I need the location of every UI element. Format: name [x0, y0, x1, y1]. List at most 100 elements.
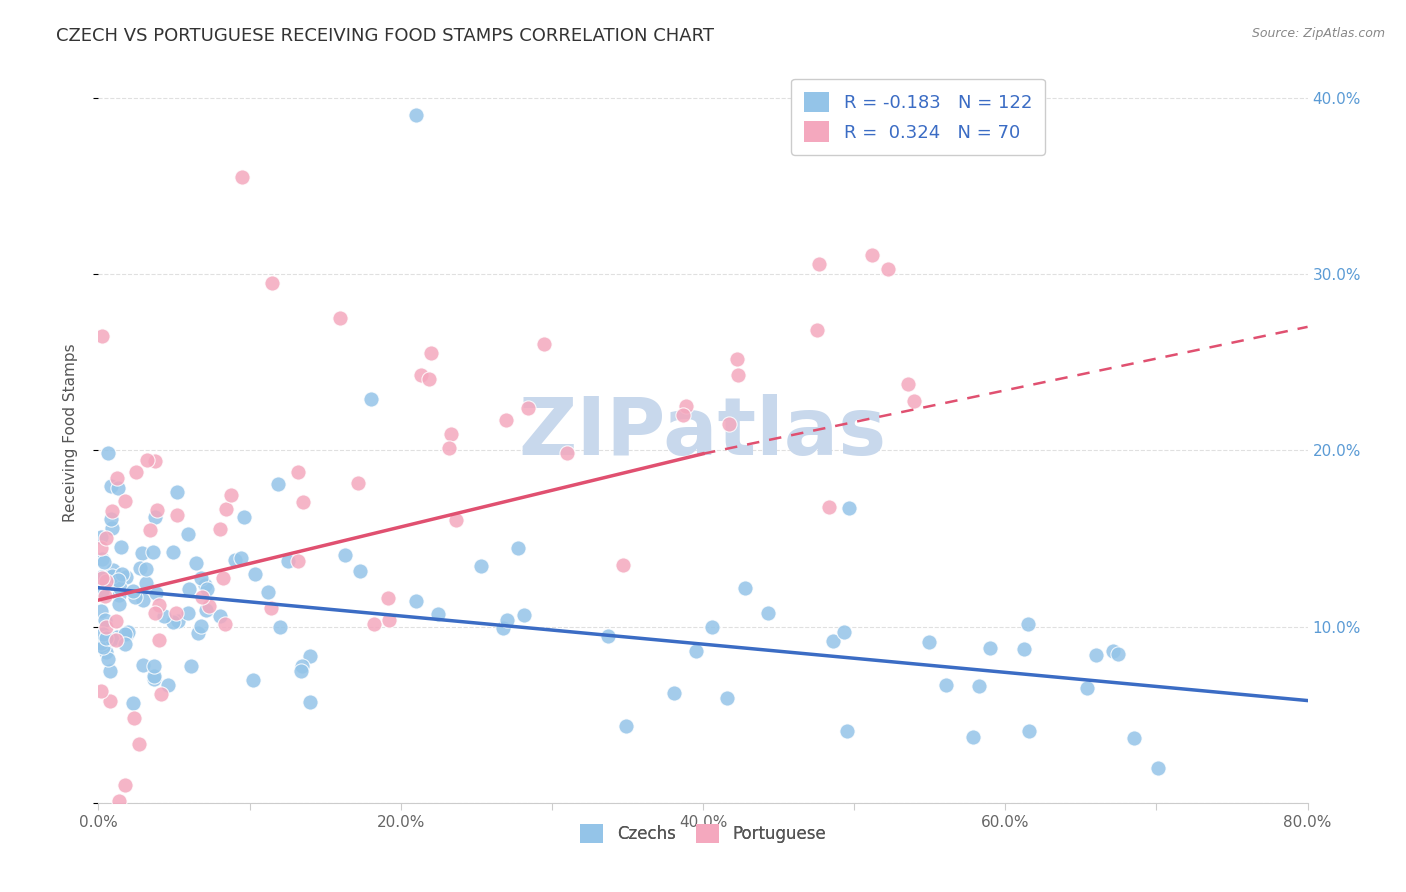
Point — [94, 619, 117, 633]
Point — [517, 401, 540, 415]
Point — [262, 276, 284, 290]
Point — [96, 446, 118, 460]
Point — [97, 652, 120, 666]
Point — [90, 684, 112, 698]
Point — [157, 678, 180, 692]
Point — [94, 531, 117, 545]
Point — [91, 640, 114, 654]
Point — [260, 600, 283, 615]
Point — [1017, 617, 1039, 632]
Point — [716, 690, 738, 705]
Point — [292, 495, 315, 509]
Point — [91, 584, 114, 599]
Point — [122, 711, 145, 725]
Point — [100, 568, 122, 582]
Point — [269, 620, 291, 634]
Point — [718, 417, 741, 431]
Point — [96, 645, 118, 659]
Point — [131, 546, 153, 560]
Point — [727, 368, 749, 382]
Point — [180, 658, 202, 673]
Point — [245, 567, 267, 582]
Point — [114, 493, 136, 508]
Point — [142, 659, 165, 673]
Point — [101, 563, 124, 577]
Point — [90, 604, 112, 618]
Point — [194, 577, 217, 591]
Point — [287, 554, 309, 568]
Point — [97, 570, 120, 584]
Point — [446, 513, 468, 527]
Point — [90, 636, 112, 650]
Point — [101, 632, 124, 646]
Point — [166, 508, 188, 523]
Point — [128, 737, 150, 751]
Point — [101, 503, 124, 517]
Point — [94, 631, 117, 645]
Point — [897, 376, 920, 391]
Point — [420, 346, 443, 360]
Point — [291, 659, 314, 673]
Point — [1085, 648, 1108, 663]
Point — [108, 588, 131, 602]
Point — [91, 328, 114, 343]
Point — [143, 669, 166, 683]
Point — [93, 613, 115, 627]
Point — [143, 453, 166, 467]
Point — [437, 441, 460, 455]
Point — [105, 614, 128, 628]
Point — [167, 614, 190, 628]
Point — [598, 628, 620, 642]
Point — [1014, 641, 1036, 656]
Text: ZIPatlas: ZIPatlas — [519, 393, 887, 472]
Point — [93, 589, 115, 603]
Point — [150, 687, 173, 701]
Point — [290, 664, 312, 678]
Point — [426, 607, 449, 622]
Point — [114, 637, 136, 651]
Point — [671, 408, 693, 422]
Point — [162, 615, 184, 629]
Point — [979, 640, 1001, 655]
Point — [347, 475, 370, 490]
Point — [108, 597, 131, 611]
Point — [817, 500, 839, 514]
Point — [107, 794, 129, 808]
Point — [214, 616, 236, 631]
Point — [533, 337, 555, 351]
Point — [440, 427, 463, 442]
Point — [1146, 761, 1168, 775]
Point — [132, 592, 155, 607]
Point — [360, 392, 382, 407]
Point — [231, 550, 253, 565]
Point — [418, 372, 440, 386]
Point — [132, 657, 155, 672]
Point — [90, 571, 112, 585]
Point — [166, 484, 188, 499]
Point — [555, 446, 578, 460]
Text: Source: ZipAtlas.com: Source: ZipAtlas.com — [1251, 27, 1385, 40]
Point — [662, 686, 685, 700]
Point — [903, 394, 925, 409]
Point — [231, 169, 253, 184]
Point — [91, 551, 114, 566]
Point — [186, 557, 208, 571]
Point — [349, 564, 371, 578]
Point — [90, 636, 112, 650]
Point — [105, 630, 128, 644]
Point — [377, 591, 399, 605]
Point — [877, 261, 900, 276]
Point — [94, 574, 117, 589]
Point — [101, 521, 124, 535]
Point — [1018, 724, 1040, 739]
Point — [1076, 681, 1098, 695]
Point — [177, 527, 200, 541]
Point — [860, 248, 883, 262]
Point — [105, 632, 128, 647]
Point — [967, 679, 990, 693]
Point — [139, 523, 162, 537]
Point — [90, 570, 112, 584]
Point — [232, 510, 254, 524]
Point — [215, 501, 238, 516]
Point — [513, 608, 536, 623]
